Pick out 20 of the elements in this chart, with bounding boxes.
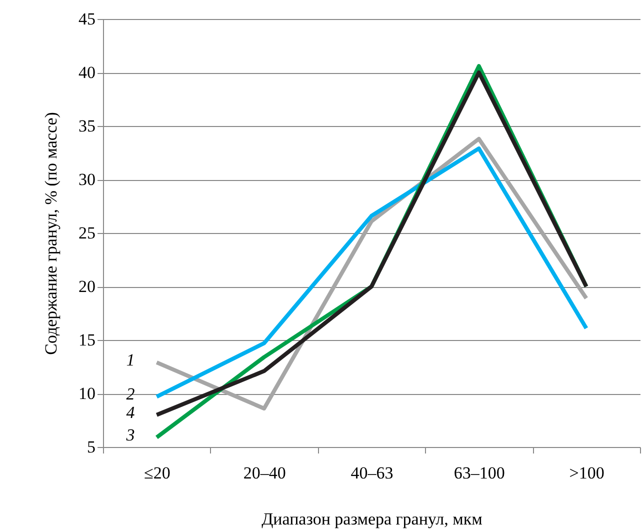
- x-tick-label: 63–100: [454, 464, 505, 482]
- y-tick-label: 10: [78, 384, 96, 403]
- y-tick-label: 30: [78, 170, 96, 189]
- y-tick-label: 15: [78, 330, 96, 350]
- y-tick-label: 20: [78, 277, 96, 296]
- y-tick-label: 35: [78, 116, 96, 136]
- y-tick-label: 25: [78, 224, 96, 242]
- y-tick-label: 40: [78, 63, 96, 82]
- x-tick-label: ≤20: [144, 464, 170, 482]
- x-tick-label: >100: [569, 464, 604, 482]
- series-label: 2: [126, 384, 136, 404]
- series-label: 3: [125, 425, 135, 444]
- x-tick-label: 40–63: [350, 464, 394, 482]
- series-label: 4: [126, 402, 136, 422]
- y-tick-label: 5: [87, 438, 96, 456]
- x-tick-label: 20–40: [243, 464, 286, 482]
- y-axis-title: Содержание гранул, % (по массе): [42, 112, 60, 355]
- x-axis-title: Диапазон размера гранул, мкм: [262, 510, 483, 528]
- y-tick-label: 45: [78, 10, 96, 28]
- series-label: 1: [126, 350, 135, 370]
